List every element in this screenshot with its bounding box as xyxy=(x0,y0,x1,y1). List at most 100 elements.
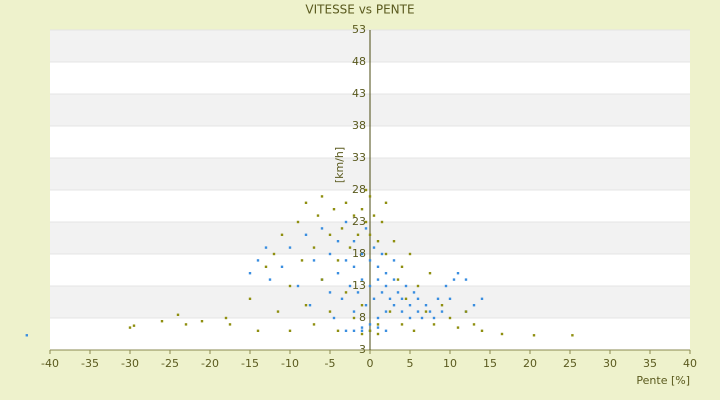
point xyxy=(248,272,252,275)
point xyxy=(376,265,380,268)
point xyxy=(571,334,574,337)
point xyxy=(356,291,360,294)
y-tick-label: 48 xyxy=(352,55,366,68)
point xyxy=(340,297,344,300)
point xyxy=(416,297,420,300)
x-tick-label: -25 xyxy=(161,357,179,370)
point xyxy=(248,297,252,300)
point xyxy=(396,278,400,281)
point xyxy=(368,195,372,198)
point xyxy=(160,320,164,323)
point xyxy=(360,304,364,307)
point xyxy=(384,272,388,275)
point xyxy=(336,272,340,275)
x-tick-label: -5 xyxy=(325,357,336,370)
point xyxy=(296,220,300,224)
point xyxy=(25,334,28,337)
point xyxy=(464,278,468,281)
point xyxy=(364,227,368,230)
point xyxy=(384,310,388,313)
point xyxy=(364,220,368,224)
point xyxy=(296,284,300,288)
point xyxy=(176,313,180,316)
point xyxy=(376,323,380,326)
point xyxy=(392,240,396,243)
point xyxy=(320,278,324,281)
point xyxy=(372,297,376,300)
point xyxy=(452,278,456,281)
point xyxy=(360,278,364,281)
x-tick-label: 5 xyxy=(407,357,414,370)
point xyxy=(432,316,436,320)
x-tick-label: 35 xyxy=(643,357,657,370)
point xyxy=(392,259,396,262)
point xyxy=(368,329,372,332)
point xyxy=(416,284,420,288)
point xyxy=(480,297,484,300)
point xyxy=(312,246,316,249)
point xyxy=(384,252,388,256)
x-tick-label: 10 xyxy=(443,357,457,370)
y-tick-label: 33 xyxy=(352,151,366,164)
point xyxy=(336,329,340,332)
point xyxy=(456,326,460,329)
point xyxy=(464,310,468,313)
point xyxy=(380,220,384,224)
point xyxy=(412,329,416,332)
point xyxy=(404,284,408,288)
point xyxy=(372,214,376,217)
point xyxy=(352,316,356,320)
point xyxy=(328,310,332,313)
point xyxy=(344,259,348,262)
x-tick-label: -15 xyxy=(241,357,259,370)
point xyxy=(380,252,384,256)
point xyxy=(288,329,292,332)
point xyxy=(304,304,308,307)
y-tick-label: 43 xyxy=(352,87,366,100)
point xyxy=(352,240,356,243)
x-tick-label: 15 xyxy=(483,357,497,370)
y-tick-label: 13 xyxy=(352,279,366,292)
point xyxy=(428,310,432,313)
point xyxy=(400,323,404,326)
x-tick-label: 25 xyxy=(563,357,577,370)
point xyxy=(384,329,388,332)
point xyxy=(396,291,400,294)
point xyxy=(256,259,260,262)
point xyxy=(348,246,352,249)
point xyxy=(448,316,452,320)
point xyxy=(400,310,404,313)
point xyxy=(420,316,424,320)
x-axis-label: Pente [%] xyxy=(636,374,690,387)
point xyxy=(344,329,348,332)
x-tick-label: -35 xyxy=(81,357,99,370)
point xyxy=(340,227,344,230)
point xyxy=(368,259,372,262)
point xyxy=(424,310,428,313)
point xyxy=(360,332,364,336)
point xyxy=(280,265,284,268)
point xyxy=(360,208,364,211)
point xyxy=(264,265,268,268)
x-tick-label: 20 xyxy=(523,357,537,370)
x-tick-label: 30 xyxy=(603,357,617,370)
point xyxy=(408,304,412,307)
point xyxy=(400,265,404,268)
point xyxy=(472,304,476,307)
point xyxy=(336,240,340,243)
point xyxy=(368,233,372,236)
point xyxy=(388,297,392,300)
point xyxy=(348,284,352,288)
point xyxy=(376,332,380,336)
point xyxy=(316,214,320,217)
point xyxy=(384,201,388,204)
x-tick-label: -20 xyxy=(201,357,219,370)
point xyxy=(440,310,444,313)
point xyxy=(408,252,412,256)
point xyxy=(408,316,412,320)
point xyxy=(300,259,304,262)
point xyxy=(328,252,332,256)
point xyxy=(184,323,188,326)
point xyxy=(128,326,132,329)
